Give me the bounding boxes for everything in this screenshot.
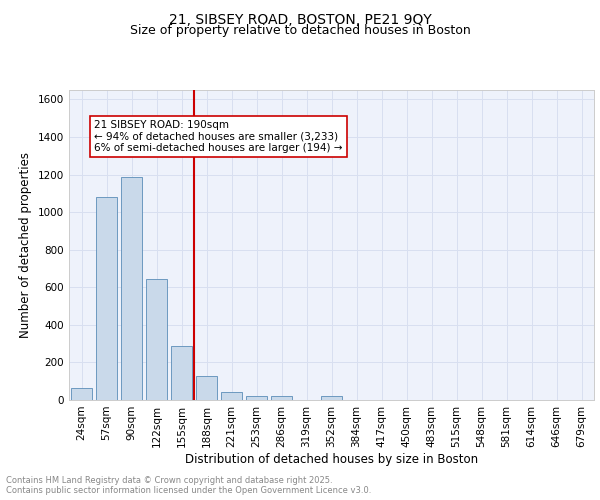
Bar — [196, 376, 217, 400]
Text: Size of property relative to detached houses in Boston: Size of property relative to detached ho… — [130, 24, 470, 37]
Bar — [321, 396, 342, 400]
Bar — [221, 392, 242, 400]
Bar — [121, 178, 142, 400]
Y-axis label: Number of detached properties: Number of detached properties — [19, 152, 32, 338]
Text: 21, SIBSEY ROAD, BOSTON, PE21 9QY: 21, SIBSEY ROAD, BOSTON, PE21 9QY — [169, 12, 431, 26]
Bar — [71, 388, 92, 400]
X-axis label: Distribution of detached houses by size in Boston: Distribution of detached houses by size … — [185, 452, 478, 466]
Text: Contains HM Land Registry data © Crown copyright and database right 2025.
Contai: Contains HM Land Registry data © Crown c… — [6, 476, 371, 495]
Bar — [96, 197, 117, 400]
Bar — [246, 396, 267, 400]
Text: 21 SIBSEY ROAD: 190sqm
← 94% of detached houses are smaller (3,233)
6% of semi-d: 21 SIBSEY ROAD: 190sqm ← 94% of detached… — [94, 120, 343, 154]
Bar — [146, 279, 167, 400]
Bar — [171, 346, 192, 400]
Bar — [271, 396, 292, 400]
